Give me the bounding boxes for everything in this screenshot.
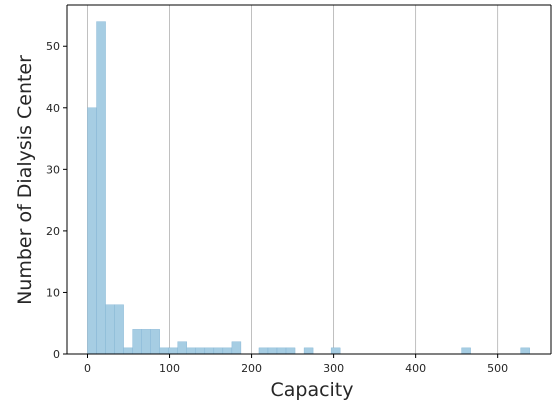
histogram-bar-6	[141, 329, 151, 355]
histogram-bar-8	[159, 347, 169, 355]
histogram-bar-18	[267, 347, 278, 355]
axes	[66, 4, 552, 355]
histogram-bar-13	[204, 347, 215, 355]
grid-lines	[87, 5, 499, 354]
histogram-bar-19	[276, 347, 287, 355]
y-tick-label-50: 50	[46, 40, 60, 53]
histogram-bar-15	[222, 347, 233, 355]
x-tick-label-200: 200	[241, 362, 262, 375]
tick-labels: 0 100 200 300 400 500 0 10 20 30 40 50	[46, 40, 508, 375]
histogram-bar-16	[231, 341, 242, 355]
histogram-bar-23	[461, 347, 471, 355]
histogram-bar-21	[303, 347, 314, 355]
x-tick-label-500: 500	[487, 362, 508, 375]
histogram-bar-12	[195, 347, 206, 355]
x-tick-label-300: 300	[323, 362, 344, 375]
y-axis-label: Number of Dialysis Center	[14, 55, 36, 305]
y-tick-label-10: 10	[46, 286, 60, 299]
histogram-bar-9	[168, 347, 178, 355]
x-tick-label-100: 100	[159, 362, 180, 375]
y-tick-label-40: 40	[46, 102, 60, 115]
histogram-bar-10	[177, 341, 187, 355]
histogram-bar-22	[330, 347, 341, 355]
y-tick-label-30: 30	[46, 163, 60, 176]
histogram-bar-5	[132, 329, 142, 355]
histogram-bar-24	[520, 347, 530, 355]
x-tick-label-0: 0	[84, 362, 91, 375]
histogram-bar-0	[87, 107, 97, 355]
histogram-bar-17	[258, 347, 269, 355]
histogram-bar-1	[96, 21, 106, 355]
histogram-bar-2	[105, 304, 115, 355]
histogram-bar-4	[123, 347, 133, 355]
histogram-bar-7	[150, 329, 160, 355]
histogram-bar-3	[114, 304, 124, 355]
x-axis-label: Capacity	[270, 379, 353, 401]
histogram-bar-14	[213, 347, 224, 355]
x-tick-label-400: 400	[405, 362, 426, 375]
histogram-bar-11	[186, 347, 196, 355]
histogram-bars	[87, 21, 530, 355]
y-tick-label-0: 0	[53, 348, 60, 361]
histogram-bar-20	[285, 347, 296, 355]
y-tick-label-20: 20	[46, 225, 60, 238]
